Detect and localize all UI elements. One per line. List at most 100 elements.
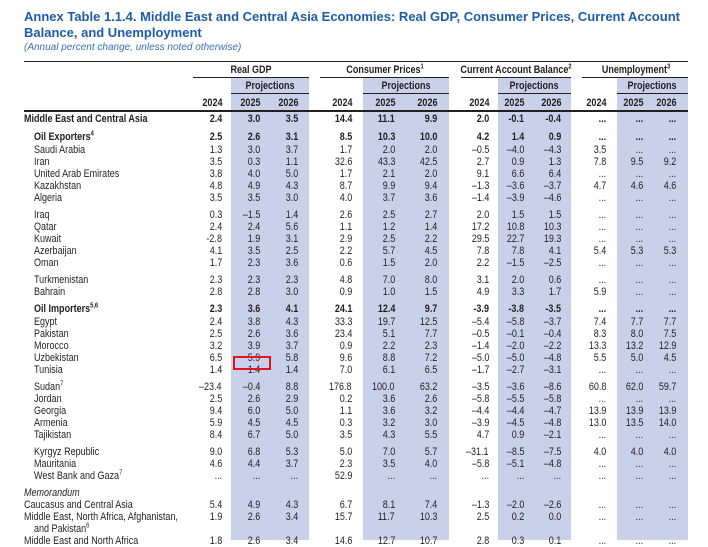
cell-unemployment: 7.7 xyxy=(663,316,676,328)
cell-cab: 2.0 xyxy=(476,113,489,125)
row-label-text: Kazakhstan xyxy=(34,180,82,192)
cell-unemployment: 5.9 xyxy=(593,286,606,298)
year-gdp: 2025 xyxy=(239,97,260,109)
cell-unemployment: ... xyxy=(668,144,676,156)
cell-cab: –3.9 xyxy=(506,192,524,204)
proj-rule-gdp xyxy=(231,93,309,94)
cell-cab: –1.3 xyxy=(471,180,489,192)
cell-cpi: 4.0 xyxy=(339,192,352,204)
table-title: Annex Table 1.1.4. Middle East and Centr… xyxy=(24,9,680,40)
cell-unemployment: ... xyxy=(668,429,676,441)
cell-cab: –5.8 xyxy=(506,316,524,328)
cell-cpi: 10.3 xyxy=(377,131,395,143)
cell-cpi: 9.4 xyxy=(424,180,437,192)
cell-cab: –31.1 xyxy=(466,446,489,458)
cell-gdp: 6.0 xyxy=(247,405,260,417)
row-label: Algeria xyxy=(34,192,62,204)
cell-cab: –4.3 xyxy=(543,144,561,156)
cell-unemployment: ... xyxy=(598,168,606,180)
cell-gdp: 3.5 xyxy=(209,192,222,204)
cell-unemployment: ... xyxy=(668,364,676,376)
cell-unemployment: ... xyxy=(635,303,643,315)
cell-gdp: 5.9 xyxy=(209,417,222,429)
cell-gdp: 2.6 xyxy=(247,328,260,340)
cell-gdp: 3.9 xyxy=(247,340,260,352)
cell-cpi: 63.2 xyxy=(419,381,437,393)
proj-rule-cpi xyxy=(363,93,449,94)
cell-unemployment: 14.0 xyxy=(658,417,676,429)
cell-gdp: 4.5 xyxy=(285,417,298,429)
row-label-text: Egypt xyxy=(34,316,58,328)
cell-cpi: 8.5 xyxy=(339,131,352,143)
cell-cpi: 5.0 xyxy=(339,446,352,458)
cell-gdp: -2.8 xyxy=(206,233,222,245)
cell-gdp: 5.0 xyxy=(285,429,298,441)
cell-cpi: 2.6 xyxy=(424,393,437,405)
projection-band-cpi xyxy=(363,78,449,540)
cell-unemployment: ... xyxy=(635,274,643,286)
cell-cab: 6.4 xyxy=(548,168,561,180)
cell-unemployment: ... xyxy=(635,364,643,376)
cell-cpi: 2.3 xyxy=(424,340,437,352)
cell-gdp: 3.7 xyxy=(285,144,298,156)
cell-cab: 0.6 xyxy=(548,274,561,286)
cell-unemployment: 8.3 xyxy=(593,328,606,340)
cell-unemployment: ... xyxy=(635,535,643,547)
row-label: Sudan7 xyxy=(34,380,63,393)
row-label: Iran xyxy=(34,156,50,168)
cell-cab: –3.6 xyxy=(506,180,524,192)
row-label-text: Middle East and North Africa xyxy=(24,535,139,547)
cell-unemployment: 5.0 xyxy=(630,352,643,364)
cell-cpi: 1.0 xyxy=(382,286,395,298)
cell-unemployment: 4.7 xyxy=(593,180,606,192)
cell-unemployment: ... xyxy=(598,511,606,523)
header-rule-cpi xyxy=(320,77,449,78)
cell-cab: 19.3 xyxy=(543,233,561,245)
cell-gdp: 2.3 xyxy=(285,274,298,286)
cell-unemployment: 4.0 xyxy=(593,446,606,458)
cell-gdp: 2.3 xyxy=(247,257,260,269)
cell-gdp: 2.6 xyxy=(247,535,260,547)
cell-gdp: 5.8 xyxy=(285,352,298,364)
footnote-marker: 7 xyxy=(119,469,123,477)
cell-unemployment: ... xyxy=(598,499,606,511)
row-label-text: Oil Exporters xyxy=(34,131,91,143)
cell-cpi: 11.1 xyxy=(377,113,395,125)
cell-cpi: 9.6 xyxy=(339,352,352,364)
cell-unemployment: 13.5 xyxy=(625,417,643,429)
cell-unemployment: ... xyxy=(635,429,643,441)
cell-cab: –5.8 xyxy=(543,393,561,405)
cell-unemployment: ... xyxy=(668,221,676,233)
cell-cab: –0.5 xyxy=(471,328,489,340)
header-label: Consumer Prices xyxy=(346,64,421,76)
row-label: Qatar xyxy=(34,221,57,233)
cell-cpi: 2.3 xyxy=(339,458,352,470)
cell-cab: -0.4 xyxy=(545,113,561,125)
cell-unemployment: ... xyxy=(668,274,676,286)
header-cab: Current Account Balance2 xyxy=(460,63,571,76)
cell-gdp: 4.6 xyxy=(209,458,222,470)
cell-gdp: 2.8 xyxy=(209,286,222,298)
row-label: Middle East and North Africa xyxy=(24,535,138,547)
cell-gdp: 1.4 xyxy=(285,364,298,376)
row-label: Morocco xyxy=(34,340,69,352)
year-unemployment: 2025 xyxy=(622,97,643,109)
cell-cab: –2.7 xyxy=(506,364,524,376)
cell-gdp: 0.3 xyxy=(209,209,222,221)
cell-cab: 4.1 xyxy=(548,245,561,257)
cell-gdp: 2.9 xyxy=(285,393,298,405)
cell-cab: –4.7 xyxy=(543,405,561,417)
header-rule-cab xyxy=(461,77,571,78)
cell-gdp: 3.8 xyxy=(247,316,260,328)
cell-gdp: 2.5 xyxy=(209,131,222,143)
cell-cab: -3.8 xyxy=(508,303,524,315)
cell-gdp: 2.5 xyxy=(285,245,298,257)
cell-gdp: 2.3 xyxy=(209,274,222,286)
cell-cpi: 6.1 xyxy=(382,364,395,376)
cell-cab: ... xyxy=(481,470,489,482)
cell-cpi: 12.4 xyxy=(377,303,395,315)
cell-cpi: 2.9 xyxy=(339,233,352,245)
cell-cpi: 1.1 xyxy=(339,221,352,233)
cell-unemployment: 4.6 xyxy=(663,180,676,192)
header-rule-gdp xyxy=(193,77,309,78)
